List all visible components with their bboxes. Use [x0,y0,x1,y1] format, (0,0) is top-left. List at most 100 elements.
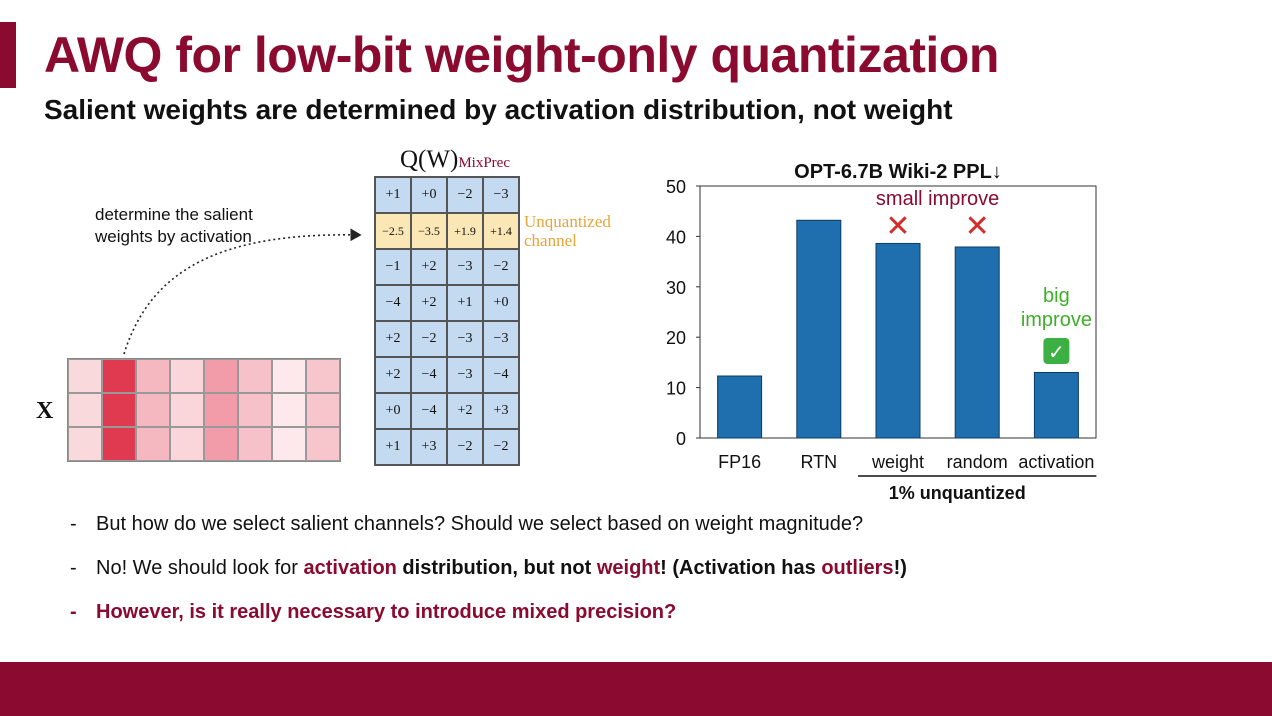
activation-cell [306,393,340,427]
bar-RTN [796,219,842,439]
weight-cell: +2 [411,249,447,285]
bullet-2-part: No! We should look for [96,557,304,579]
weight-cell: −2 [411,321,447,357]
bullet-2-part: !) [893,557,907,579]
bar-activation [1033,371,1079,439]
x-label: X [36,398,54,424]
bullet-dash: - [70,513,77,535]
x-tick-label: weight [871,452,924,472]
footer-bar [0,662,1272,716]
bar-weight [875,242,921,439]
activation-cell [136,393,170,427]
unquantized-line2: channel [524,231,577,250]
weight-cell: −4 [375,285,411,321]
activation-cell [136,427,170,461]
weight-cell: −3.5 [411,213,447,249]
y-tick-label: 50 [666,177,686,197]
bullet-2-part: distribution, but not [396,557,597,579]
x-tick-label: activation [1018,452,1094,472]
slide-subtitle: Salient weights are determined by activa… [44,94,953,125]
group-label: 1% unquantized [889,483,1026,503]
activation-cell [68,393,102,427]
weight-cell: +3 [411,429,447,465]
weight-matrix: +1 +0 −2 −3 −2.5 −3.5 +1.9 +1.4 −1 +2 −3 −2 −4 +2 +1 +0… [374,176,520,466]
y-tick-label: 20 [666,328,686,348]
weight-cell: −3 [483,177,519,213]
activation-cell [170,393,204,427]
weight-title-sub: MixPrec [458,155,510,171]
bullet-list: - But how do we select salient channels?… [70,512,1170,644]
bullet-2-activation: activation [303,557,397,579]
weight-cell: +1 [447,285,483,321]
activation-cell [68,427,102,461]
weight-cell: −1 [375,249,411,285]
activation-matrix [67,358,341,462]
activation-cell [306,359,340,393]
activation-cell [238,427,272,461]
activation-cell [102,359,136,393]
y-tick-label: 10 [666,379,686,399]
bullet-2-outliers: outliers [821,557,894,579]
weight-cell: −3 [483,321,519,357]
weight-cell: −4 [411,357,447,393]
weight-title-main: Q(W) [400,146,459,173]
weight-cell: −2 [483,249,519,285]
check-icon [1043,338,1070,364]
big-improve-label: improve [1021,309,1092,331]
activation-cell [238,359,272,393]
weight-cell: +1 [375,429,411,465]
bullet-1-text: But how do we select salient channels? S… [96,513,864,535]
big-improve-label: big [1043,285,1070,307]
activation-cell [68,359,102,393]
activation-cell [170,359,204,393]
activation-cell [204,427,238,461]
weight-cell: +2 [447,393,483,429]
bullet-dash: - [70,557,77,579]
weight-cell: +0 [483,285,519,321]
bullet-2-part: ! (Activation has [660,557,822,579]
cross-icon: ✕ [965,209,990,244]
weight-cell: −2.5 [375,213,411,249]
unquantized-channel-label: Unquantized channel [524,212,611,250]
x-tick-label: RTN [800,452,837,472]
weight-cell: +3 [483,393,519,429]
bullet-2-text: No! We should look for activation distri… [96,556,907,580]
weight-cell: −4 [483,357,519,393]
small-improve-label: small improve [876,188,999,210]
weight-matrix-title: Q(W)MixPrec [400,146,510,174]
bullet-2: - No! We should look for activation dist… [70,556,1170,580]
weight-cell: −3 [447,249,483,285]
weight-cell: −2 [447,429,483,465]
weight-cell: −3 [447,321,483,357]
bar-random [954,246,1000,439]
y-tick-label: 40 [666,227,686,247]
activation-cell [136,359,170,393]
weight-cell: +2 [411,285,447,321]
x-tick-label: random [947,452,1008,472]
weight-cell: +1.4 [483,213,519,249]
bar-FP16 [717,375,763,439]
ppl-bar-chart: OPT-6.7B Wiki-2 PPL↓ 0 10 20 30 40 50 FP16 RTN we… [666,161,1097,503]
activation-cell [306,427,340,461]
activation-cell [204,393,238,427]
x-tick-label: FP16 [718,452,761,472]
salient-note-line1: determine the salient [95,205,253,224]
activation-cell [102,393,136,427]
weight-cell: +0 [411,177,447,213]
bullet-3: - However, is it really necessary to int… [70,600,1170,624]
chart-title: OPT-6.7B Wiki-2 PPL↓ [794,161,1002,183]
weight-cell: +1 [375,177,411,213]
weight-cell: +0 [375,393,411,429]
bullet-dash: - [70,601,77,623]
weight-cell: −3 [447,357,483,393]
bullet-2-weight: weight [596,557,661,579]
weight-cell: −4 [411,393,447,429]
unquantized-line1: Unquantized [524,212,611,231]
check-icon-glyph: ✓ [1048,340,1065,364]
bullet-1: - But how do we select salient channels?… [70,512,1170,536]
weight-cell: +2 [375,357,411,393]
activation-cell [272,427,306,461]
cross-icon: ✕ [885,209,910,244]
weight-cell: −2 [483,429,519,465]
salient-note: determine the salient weights by activat… [95,204,253,248]
